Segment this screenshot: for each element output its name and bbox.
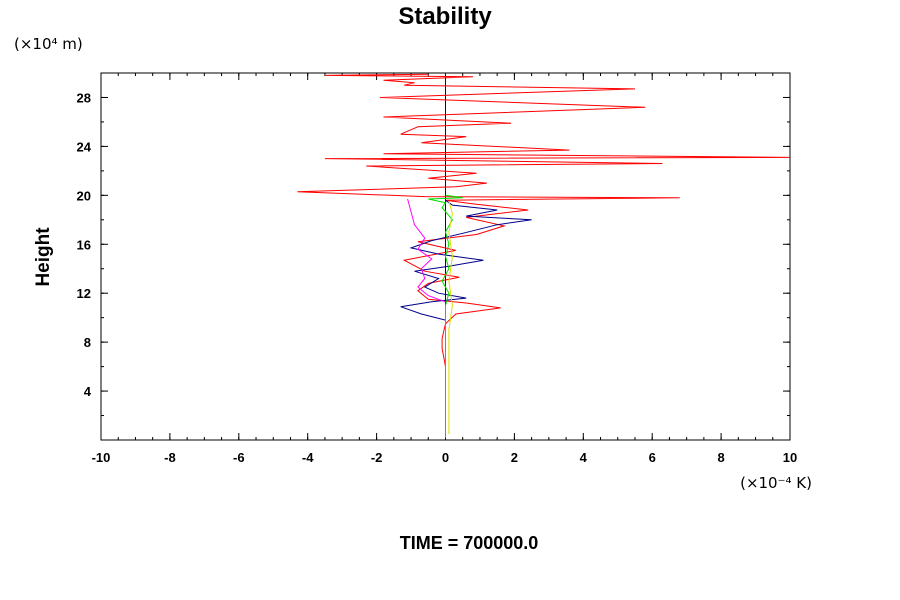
x-tick-label: 10 <box>783 450 797 465</box>
x-unit-label: (×10⁻⁴ K) <box>740 474 812 492</box>
series-line-3 <box>407 198 446 303</box>
y-tick-label: 24 <box>77 139 92 154</box>
x-tick-label: -2 <box>371 450 383 465</box>
series-line-1 <box>297 73 790 438</box>
x-tick-label: 6 <box>649 450 656 465</box>
y-tick-label: 12 <box>77 286 91 301</box>
x-tick-label: -10 <box>92 450 111 465</box>
x-tick-label: -8 <box>164 450 176 465</box>
y-unit-label: (×10⁴ m) <box>14 35 83 53</box>
series-line-2 <box>400 199 532 321</box>
y-tick-label: 28 <box>77 90 91 105</box>
x-tick-label: -6 <box>233 450 245 465</box>
x-tick-label: 0 <box>442 450 449 465</box>
y-axis-label: Height <box>33 227 54 287</box>
x-tick-label: 8 <box>717 450 724 465</box>
chart-title: Stability <box>398 3 492 30</box>
series-line-4 <box>428 194 463 438</box>
series-line-5 <box>448 201 453 434</box>
y-tick-label: 4 <box>84 384 92 399</box>
x-tick-label: 2 <box>511 450 518 465</box>
y-tick-label: 8 <box>84 335 91 350</box>
x-tick-label: -4 <box>302 450 314 465</box>
time-label: TIME = 700000.0 <box>400 533 539 553</box>
y-tick-label: 16 <box>77 237 91 252</box>
x-tick-label: 4 <box>580 450 588 465</box>
y-tick-label: 20 <box>77 188 91 203</box>
